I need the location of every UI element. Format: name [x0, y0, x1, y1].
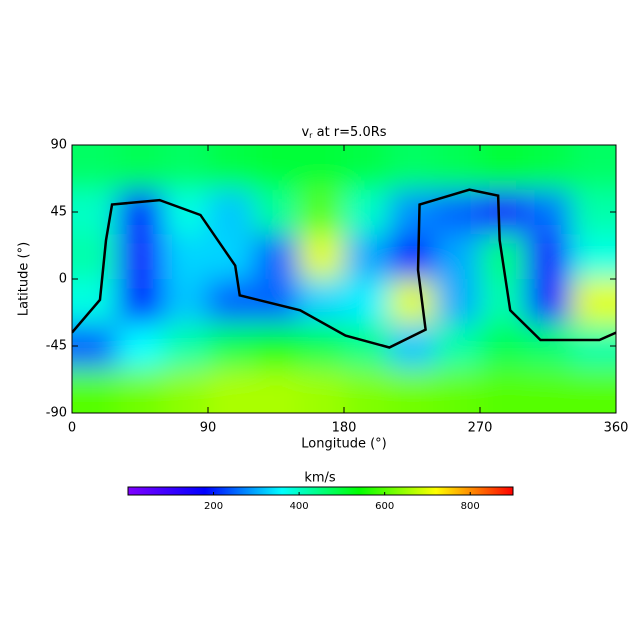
heat-cell: [72, 323, 119, 370]
colorbar-tick-label: 600: [375, 501, 394, 512]
x-tick-label: 0: [68, 421, 76, 436]
x-tick-label: 270: [468, 421, 493, 436]
heat-cell: [162, 279, 209, 325]
heat-cell: [298, 189, 345, 236]
heat-cell: [434, 279, 481, 325]
heat-cell: [298, 145, 345, 191]
colorbar-label: km/s: [304, 471, 336, 486]
heat-cell: [72, 234, 119, 280]
heat-cell: [344, 368, 391, 413]
y-tick-label: -45: [46, 339, 67, 354]
heat-cell: [389, 368, 436, 413]
heat-cell: [253, 234, 300, 280]
colorbar-tick-label: 400: [290, 501, 309, 512]
title-sub: r: [309, 131, 313, 140]
heat-cell: [253, 323, 300, 370]
heat-cell: [117, 145, 164, 191]
heat-cell: [480, 368, 527, 413]
heat-cell: [525, 368, 572, 413]
heat-cell: [434, 189, 481, 236]
heat-cell: [525, 189, 572, 236]
heat-cell: [208, 279, 255, 325]
heat-cell: [570, 145, 616, 191]
heat-cell: [72, 279, 119, 325]
heat-cell: [525, 279, 572, 325]
heat-cell: [389, 145, 436, 191]
heat-cell: [208, 145, 255, 191]
heat-cell: [389, 234, 436, 280]
colorbar: [127, 486, 514, 496]
heat-cell: [208, 234, 255, 280]
heat-cell: [480, 189, 527, 236]
heat-cell: [298, 279, 345, 325]
heat-cell: [344, 234, 391, 280]
heat-cell: [253, 279, 300, 325]
y-tick-label: 0: [59, 272, 67, 287]
x-axis-label: Longitude (°): [301, 437, 386, 452]
heatmap: [72, 145, 616, 413]
heat-cell: [117, 279, 164, 325]
y-tick-label: 45: [50, 205, 67, 220]
heatmap-cells: [72, 145, 616, 413]
heat-cell: [344, 279, 391, 325]
heat-cell: [162, 234, 209, 280]
heat-cell: [389, 323, 436, 370]
heat-cell: [570, 279, 616, 325]
heat-cell: [208, 189, 255, 236]
heat-cell: [434, 323, 481, 370]
heat-cell: [570, 323, 616, 370]
chart-title: vr at r=5.0Rs: [301, 125, 386, 140]
heat-cell: [253, 189, 300, 236]
heat-cell: [525, 234, 572, 280]
heat-cell: [72, 368, 119, 413]
heat-cell: [525, 145, 572, 191]
heat-cell: [389, 189, 436, 236]
heat-cell: [434, 234, 481, 280]
heat-cell: [253, 145, 300, 191]
heat-cell: [344, 189, 391, 236]
heat-cell: [480, 145, 527, 191]
heat-cell: [162, 323, 209, 370]
heat-cell: [72, 145, 119, 191]
heat-cell: [434, 368, 481, 413]
heat-cell: [570, 189, 616, 236]
heat-cell: [298, 368, 345, 413]
heat-cell: [162, 189, 209, 236]
heat-cell: [344, 145, 391, 191]
x-tick-label: 180: [332, 421, 357, 436]
y-tick-label: 90: [50, 138, 67, 153]
heat-cell: [117, 234, 164, 280]
heat-cell: [117, 189, 164, 236]
x-tick-label: 360: [604, 421, 629, 436]
colorbar-tick-label: 200: [204, 501, 223, 512]
heat-cell: [570, 234, 616, 280]
y-axis-label: Latitude (°): [17, 242, 32, 316]
heat-cell: [298, 234, 345, 280]
heat-cell: [253, 368, 300, 413]
heat-cell: [162, 145, 209, 191]
heat-cell: [162, 368, 209, 413]
heat-cell: [117, 323, 164, 370]
heat-cell: [389, 279, 436, 325]
heat-cell: [570, 368, 616, 413]
neutral-line: [72, 188, 616, 349]
heat-cell: [434, 145, 481, 191]
y-tick-label: -90: [46, 406, 67, 421]
title-rest: at r=5.0Rs: [312, 125, 386, 140]
heat-cell: [480, 323, 527, 370]
title-main: v: [301, 125, 309, 140]
heat-cell: [117, 368, 164, 413]
colorbar-tick-label: 800: [461, 501, 480, 512]
heat-cell: [208, 323, 255, 370]
x-tick-label: 90: [200, 421, 217, 436]
heat-cell: [208, 368, 255, 413]
